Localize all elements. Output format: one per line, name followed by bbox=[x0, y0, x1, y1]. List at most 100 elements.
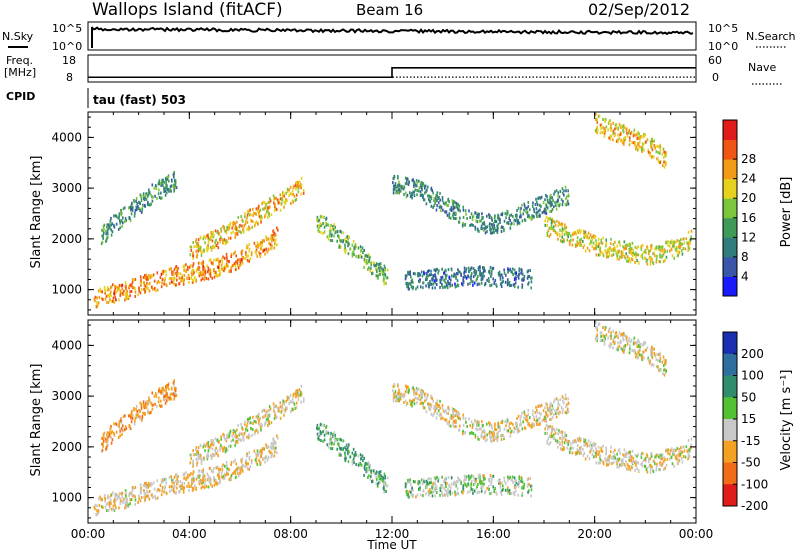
freq-trace bbox=[88, 67, 696, 79]
power-point-band-2 bbox=[189, 253, 192, 257]
power-point-band-0 bbox=[161, 277, 164, 281]
velocity-point-band-0 bbox=[185, 471, 187, 475]
power-point-band-4 bbox=[454, 211, 457, 215]
power-point-band-7 bbox=[477, 274, 479, 278]
velocity-point-band-0 bbox=[192, 472, 194, 476]
power-point-band-1 bbox=[161, 179, 164, 183]
velocity-point-band-1 bbox=[110, 431, 112, 435]
power-point-band-1 bbox=[163, 180, 165, 184]
power-point-band-2 bbox=[253, 224, 256, 228]
power-point-band-5 bbox=[574, 245, 577, 249]
power-point-band-2 bbox=[214, 229, 217, 233]
velocity-point-band-4 bbox=[506, 417, 509, 421]
power-point-band-0 bbox=[275, 226, 278, 230]
velocity-point-band-4 bbox=[551, 416, 554, 420]
power-point-band-3 bbox=[338, 238, 341, 242]
velocity-point-band-2 bbox=[200, 462, 203, 466]
power-point-band-1 bbox=[170, 189, 172, 193]
power-point-band-4 bbox=[427, 194, 429, 198]
velocity-point-band-2 bbox=[291, 407, 294, 411]
colorbar-segment bbox=[723, 198, 737, 219]
velocity-point-band-4 bbox=[540, 412, 542, 416]
velocity-point-band-6 bbox=[640, 353, 642, 357]
power-point-band-5 bbox=[651, 257, 653, 261]
power-point-band-0 bbox=[197, 265, 200, 269]
power-point-band-3 bbox=[340, 239, 342, 243]
velocity-point-band-4 bbox=[496, 438, 499, 442]
velocity-point-band-3 bbox=[378, 477, 381, 481]
power-point-band-5 bbox=[567, 231, 570, 235]
power-point-band-2 bbox=[242, 226, 245, 230]
power-point-band-5 bbox=[676, 239, 679, 243]
power-point-band-2 bbox=[268, 200, 271, 204]
power-point-band-2 bbox=[249, 208, 252, 212]
velocity-point-band-1 bbox=[122, 424, 124, 428]
power-point-band-4 bbox=[420, 185, 423, 189]
velocity-point-band-5 bbox=[546, 427, 549, 431]
power-point-band-7 bbox=[427, 269, 429, 273]
power-point-band-0 bbox=[143, 283, 146, 287]
power-point-band-2 bbox=[294, 184, 297, 188]
velocity-point-band-4 bbox=[531, 412, 534, 416]
velocity-point-band-2 bbox=[239, 431, 241, 435]
velocity-point-band-5 bbox=[578, 436, 581, 440]
velocity-point-band-4 bbox=[472, 432, 475, 436]
power-point-band-0 bbox=[137, 292, 139, 296]
velocity-point-band-5 bbox=[561, 443, 564, 447]
power-point-band-3 bbox=[320, 231, 322, 235]
power-point-band-5 bbox=[550, 221, 553, 225]
power-point-band-1 bbox=[121, 224, 123, 228]
velocity-point-band-2 bbox=[292, 392, 295, 396]
power-point-band-4 bbox=[530, 216, 532, 220]
velocity-point-band-0 bbox=[205, 484, 208, 488]
power-point-band-0 bbox=[125, 297, 127, 301]
power-point-band-4 bbox=[455, 201, 458, 205]
velocity-point-band-6 bbox=[658, 353, 660, 357]
velocity-point-band-4 bbox=[451, 407, 454, 411]
velocity-point-band-4 bbox=[405, 403, 408, 407]
power-point-band-3 bbox=[347, 235, 350, 239]
velocity-point-band-2 bbox=[297, 394, 300, 398]
power-point-band-0 bbox=[277, 228, 279, 232]
velocity-point-band-5 bbox=[617, 458, 620, 462]
power-point-band-0 bbox=[109, 290, 112, 294]
power-point-band-2 bbox=[220, 229, 223, 233]
velocity-point-band-4 bbox=[445, 409, 447, 413]
velocity-point-band-4 bbox=[447, 405, 450, 409]
power-point-band-2 bbox=[242, 230, 245, 234]
power-point-band-5 bbox=[688, 246, 691, 250]
velocity-point-band-0 bbox=[178, 484, 181, 488]
power-point-band-1 bbox=[123, 220, 126, 224]
velocity-point-band-2 bbox=[235, 433, 237, 437]
power-point-band-4 bbox=[427, 194, 430, 198]
velocity-point-band-2 bbox=[291, 397, 294, 401]
velocity-point-band-5 bbox=[563, 434, 566, 438]
power-point-band-1 bbox=[172, 184, 174, 188]
power-point-band-5 bbox=[561, 240, 564, 244]
velocity-point-band-2 bbox=[294, 406, 297, 410]
velocity-point-band-4 bbox=[421, 392, 424, 396]
velocity-point-band-4 bbox=[419, 398, 422, 402]
power-point-band-5 bbox=[597, 244, 600, 248]
power-point-band-6 bbox=[595, 117, 597, 121]
velocity-point-band-1 bbox=[165, 395, 168, 399]
power-point-band-2 bbox=[196, 242, 198, 246]
power-point-band-0 bbox=[226, 262, 228, 266]
power-point-band-0 bbox=[179, 276, 182, 280]
velocity-point-band-3 bbox=[340, 453, 342, 457]
power-point-band-0 bbox=[228, 270, 231, 274]
power-point-band-0 bbox=[140, 280, 143, 284]
velocity-point-band-6 bbox=[604, 326, 607, 330]
power-point-band-5 bbox=[568, 239, 571, 243]
power-point-band-4 bbox=[470, 212, 473, 216]
velocity-point-band-3 bbox=[331, 441, 333, 445]
cpid-label: CPID bbox=[6, 90, 35, 103]
power-point-band-5 bbox=[637, 253, 640, 257]
velocity-point-band-2 bbox=[299, 393, 302, 397]
power-point-band-0 bbox=[235, 260, 237, 264]
velocity-point-band-1 bbox=[152, 403, 154, 407]
power-point-band-1 bbox=[170, 184, 173, 188]
velocity-point-band-0 bbox=[262, 457, 265, 461]
velocity-point-band-0 bbox=[130, 491, 133, 495]
power-point-band-0 bbox=[204, 269, 206, 273]
